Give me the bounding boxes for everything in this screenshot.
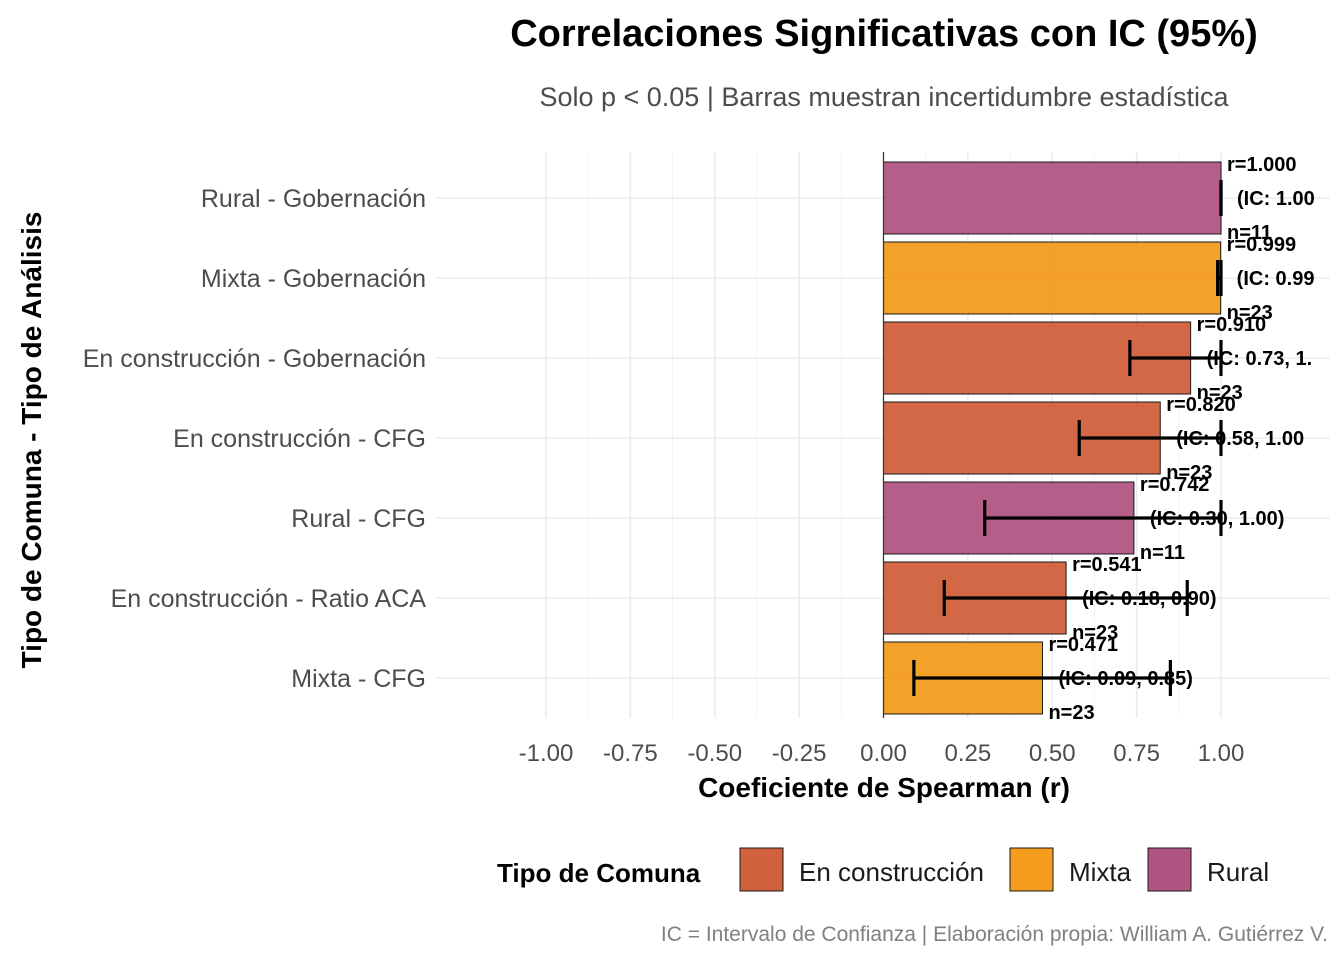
x-tick-label: -0.75	[603, 740, 658, 767]
legend-key	[739, 847, 784, 892]
legend-label: Rural	[1207, 857, 1269, 887]
legend-key	[1147, 847, 1192, 892]
legend-key	[1009, 847, 1054, 892]
legend: Tipo de Comuna En construcción Mixta Rural	[497, 847, 1269, 892]
x-tick-label: -0.50	[687, 740, 742, 767]
r-value-label: r=0.742	[1140, 474, 1210, 496]
r-value-label: r=1.000	[1227, 154, 1297, 176]
r-value-label: r=0.820	[1166, 394, 1236, 416]
x-axis-title: Coeficiente de Spearman (r)	[698, 772, 1070, 803]
category-labels: Rural - Gobernación Mixta - Gobernación En…	[83, 185, 427, 693]
ci-label: (IC: 0.18, 0.90)	[1082, 588, 1217, 610]
n-label: n=23	[1166, 462, 1212, 484]
n-label: n=11	[1227, 222, 1272, 244]
legend-label: En construcción	[799, 857, 984, 887]
ci-label: (IC: 0.73, 1.	[1207, 348, 1313, 370]
n-label: n=23	[1072, 622, 1118, 644]
ci-label: (IC: 0.99	[1237, 268, 1315, 290]
n-label: n=11	[1140, 542, 1185, 564]
ci-label: (IC: 0.09, 0.85)	[1058, 668, 1193, 690]
ci-label: (IC: 0.58, 1.00	[1176, 428, 1304, 450]
r-value-label: r=0.910	[1197, 314, 1267, 336]
category-label: En construcción - CFG	[173, 425, 426, 453]
n-label: n=23	[1048, 702, 1094, 724]
y-axis-title: Tipo de Comuna - Tipo de Análisis	[16, 212, 47, 669]
category-label: Mixta - CFG	[291, 665, 426, 693]
category-label: En construcción - Ratio ACA	[111, 585, 427, 613]
r-value-label: r=0.541	[1072, 554, 1142, 576]
x-tick-label: -1.00	[519, 740, 574, 767]
x-tick-label: 0.25	[945, 740, 992, 767]
x-tick-label: 1.00	[1198, 740, 1245, 767]
category-label: En construcción - Gobernación	[83, 345, 426, 373]
x-tick-label: 0.75	[1113, 740, 1160, 767]
ci-label: (IC: 0.30, 1.00)	[1150, 508, 1285, 530]
data-labels: r=1.000(IC: 1.00n=11r=0.999(IC: 0.99n=23…	[1048, 154, 1314, 724]
x-tick-label: 0.00	[860, 740, 907, 767]
chart-subtitle: Solo p < 0.05 | Barras muestran incertid…	[539, 82, 1229, 112]
category-label: Mixta - Gobernación	[201, 265, 426, 293]
ci-label: (IC: 1.00	[1237, 188, 1315, 210]
r-value-label: r=0.471	[1048, 634, 1118, 656]
bar	[883, 241, 1222, 315]
error-bars	[912, 180, 1223, 696]
x-tick-labels: -1.00 -0.75 -0.50 -0.25 0.00 0.25 0.50 0.75 1.00	[519, 740, 1245, 767]
x-tick-label: 0.50	[1029, 740, 1076, 767]
category-label: Rural - CFG	[291, 505, 426, 533]
n-label: n=23	[1227, 302, 1273, 324]
category-label: Rural - Gobernación	[201, 185, 426, 213]
bar	[883, 161, 1222, 235]
legend-title: Tipo de Comuna	[497, 858, 701, 888]
x-tick-label: -0.25	[772, 740, 827, 767]
r-value-label: r=0.999	[1227, 234, 1297, 256]
bars	[883, 161, 1222, 715]
n-label: n=23	[1197, 382, 1243, 404]
chart-caption: IC = Intervalo de Confianza | Elaboració…	[661, 923, 1328, 946]
legend-label: Mixta	[1069, 857, 1132, 887]
chart-title: Correlaciones Significativas con IC (95%…	[510, 13, 1258, 55]
